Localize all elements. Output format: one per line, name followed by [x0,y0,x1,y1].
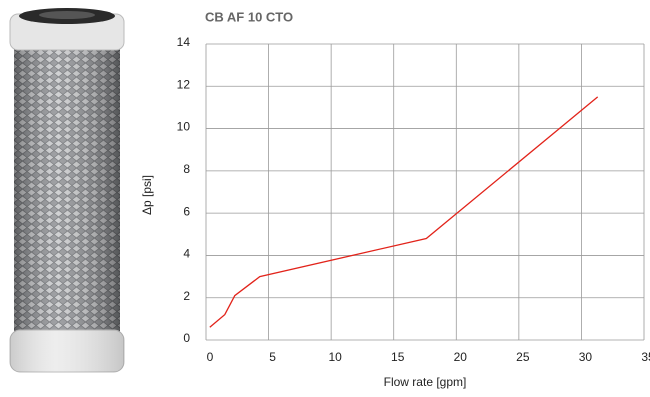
x-tick-label: 20 [454,350,468,364]
data-line [209,96,599,328]
y-tick-label: 12 [177,77,191,91]
y-tick-label: 10 [177,120,191,134]
chart-title: CB AF 10 CTO [205,9,293,24]
y-tick-label: 6 [183,204,190,218]
y-tick-label: 14 [177,35,191,49]
x-tick-label: 30 [579,350,593,364]
x-tick-label: 10 [328,350,342,364]
filter-image [9,8,125,373]
y-tick-label: 0 [183,331,190,345]
x-axis-label: Flow rate [gpm] [384,375,467,389]
y-tick-label: 4 [183,247,190,261]
x-tick-label: 0 [207,350,214,364]
y-tick-label: 2 [183,289,190,303]
x-tick-label: 25 [516,350,530,364]
x-tick-label: 15 [391,350,405,364]
y-tick-label: 8 [183,162,190,176]
x-tick-label: 5 [269,350,276,364]
y-axis-label: Δp [psi] [140,175,154,215]
x-tick-label: 35 [641,350,650,364]
